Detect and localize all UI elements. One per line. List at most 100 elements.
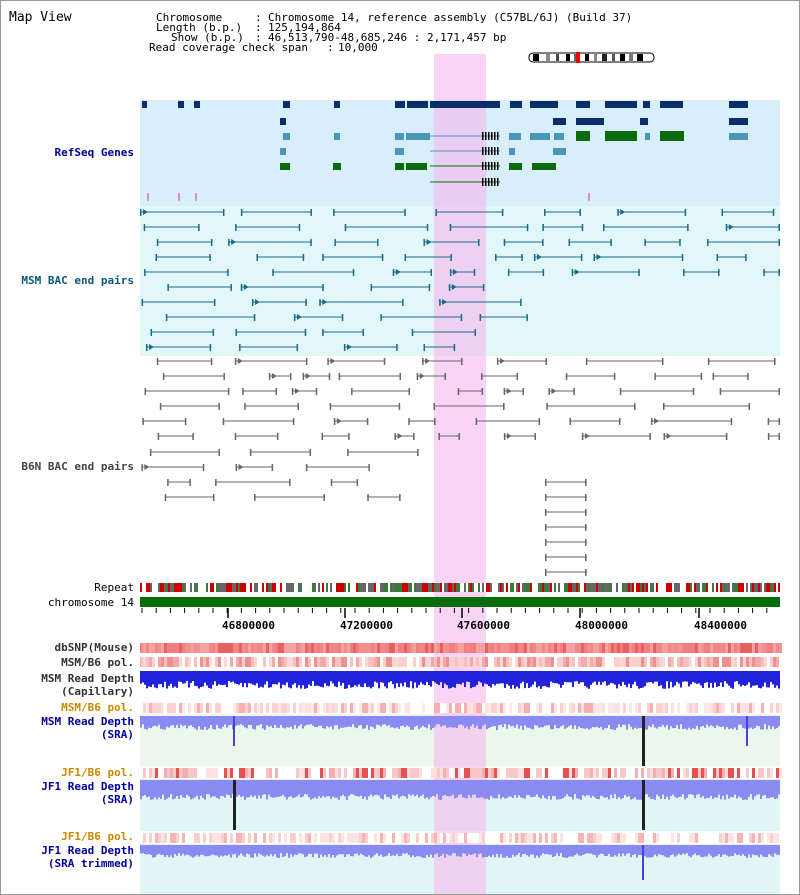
msm-b6-pol-cell: [161, 703, 164, 713]
jf1-depth-trimmed-bar: [546, 845, 548, 855]
repeat-feature: [698, 583, 700, 592]
jf1-depth-trimmed-bar: [684, 845, 686, 855]
msm-depth-sra-bar: [718, 716, 720, 727]
jf1-b6-pol-cell: [647, 768, 650, 778]
msm-b6-pol-cell: [446, 703, 449, 713]
track-label-jf1-depth-trimmed[interactable]: JF1 Read Depth: [41, 844, 134, 857]
msm-b6-pol-cell: [725, 703, 728, 713]
b6n-bac-end-pair-end: [778, 388, 780, 395]
track-label-msm-b6-pol-2[interactable]: MSM/B6 pol.: [61, 701, 134, 714]
jf1-depth-trimmed-bar: [294, 845, 296, 855]
track-label-msm-bac[interactable]: MSM BAC end pairs: [21, 274, 134, 287]
msm-b6-pol-cell: [746, 657, 749, 667]
msm-depth-capillary-bar: [382, 671, 384, 683]
jf1-depth-sra-bar: [390, 780, 392, 800]
refseq-gene-exon: [640, 118, 648, 125]
msm-depth-capillary-bar: [420, 671, 422, 683]
track-label-refseq[interactable]: RefSeq Genes: [54, 146, 134, 159]
msm-b6-pol-cell: [719, 703, 722, 713]
jf1-depth-sra-bar: [496, 780, 498, 799]
repeat-feature: [696, 583, 698, 592]
refseq-gene-exon: [482, 132, 484, 140]
jf1-depth-trimmed-bar: [464, 845, 466, 854]
msm-bac-end-pair-end: [687, 224, 689, 231]
jf1-depth-trimmed-bar: [564, 845, 566, 858]
msm-depth-capillary-bar: [690, 671, 692, 685]
jf1-b6-pol-cell: [143, 833, 146, 843]
track-label-jf1-depth-sra[interactable]: JF1 Read Depth: [41, 780, 134, 793]
jf1-depth-trimmed-bar: [620, 845, 622, 857]
track-label-dbsnp[interactable]: dbSNP(Mouse): [54, 641, 134, 654]
jf1-depth-sra-bar: [388, 780, 390, 798]
msm-depth-capillary-bar: [378, 671, 380, 689]
msm-depth-capillary-bar: [622, 671, 624, 682]
msm-depth-capillary-bar: [284, 671, 286, 686]
dbsnp-cell: [710, 643, 713, 653]
msm-depth-capillary-bar: [752, 671, 754, 686]
msm-depth-sra-bar: [218, 716, 220, 729]
dbsnp-cell: [716, 643, 719, 653]
msm-bac-end-pair-end: [296, 344, 299, 351]
jf1-b6-pol-cell: [308, 833, 311, 843]
jf1-b6-pol-cell: [308, 768, 311, 778]
jf1-depth-trimmed-bar: [562, 845, 564, 858]
track-label-b6n-bac[interactable]: B6N BAC end pairs: [21, 460, 134, 473]
track-label-repeat[interactable]: Repeat: [94, 581, 134, 594]
msm-depth-capillary-bar: [368, 671, 370, 687]
msm-b6-pol-cell: [197, 703, 200, 713]
repeat-feature: [634, 583, 636, 592]
msm-b6-pol-cell: [584, 703, 587, 713]
jf1-depth-sra-bar: [288, 780, 290, 797]
track-label-jf1-b6-pol-2[interactable]: JF1/B6 pol.: [61, 830, 134, 843]
jf1-depth-sra-bar: [518, 780, 520, 796]
selected-region-highlight[interactable]: [434, 54, 486, 894]
repeat-feature: [510, 583, 512, 592]
jf1-depth-sra-bar: [494, 780, 496, 799]
msm-b6-pol-cell: [392, 657, 395, 667]
chromosome-ideogram[interactable]: [528, 52, 655, 63]
msm-bac-end-pair-end: [430, 269, 432, 276]
msm-depth-capillary-bar: [596, 671, 598, 685]
msm-b6-pol-cell: [191, 703, 194, 713]
track-label-msm-depth-capillary[interactable]: MSM Read Depth: [41, 672, 134, 685]
jf1-depth-sra-bar: [412, 780, 414, 795]
dbsnp-cell: [371, 643, 374, 653]
repeat-feature: [536, 583, 538, 592]
jf1-depth-sra-bar: [290, 780, 292, 797]
dbsnp-cell: [182, 643, 185, 653]
jf1-depth-sra-bar: [546, 780, 548, 800]
msm-depth-sra-bar: [178, 716, 180, 729]
msm-depth-capillary-bar: [366, 671, 368, 688]
msm-b6-pol-cell: [296, 703, 299, 713]
msm-bac-end-pair-end: [718, 269, 720, 276]
msm-b6-pol-cell: [224, 657, 227, 667]
jf1-depth-sra-bar: [724, 780, 726, 800]
jf1-depth-trimmed-bar: [212, 845, 214, 855]
repeat-feature: [150, 583, 152, 592]
b6n-bac-end-pair-end: [649, 433, 651, 440]
track-label-msm-depth-sra[interactable]: MSM Read Depth: [41, 715, 134, 728]
jf1-depth-trimmed-bar: [624, 845, 626, 856]
repeat-feature: [206, 583, 208, 592]
msm-depth-sra-bar: [408, 716, 410, 727]
msm-depth-sra-bar: [244, 716, 246, 728]
msm-b6-pol-cell: [491, 703, 494, 713]
msm-depth-sra-bar: [384, 716, 386, 725]
msm-b6-pol-cell: [464, 703, 467, 713]
repeat-feature: [724, 583, 726, 592]
jf1-depth-trimmed-bar: [522, 845, 524, 855]
track-label-msm-b6-pol[interactable]: MSM/B6 pol.: [61, 656, 134, 669]
msm-depth-capillary-bar: [682, 671, 684, 682]
track-label-jf1-b6-pol[interactable]: JF1/B6 pol.: [61, 766, 134, 779]
jf1-depth-sra-bar: [220, 780, 222, 796]
msm-depth-capillary-bar: [318, 671, 320, 687]
dbsnp-cell: [158, 643, 161, 653]
msm-b6-pol-cell: [764, 703, 767, 713]
track-label-chromosome[interactable]: chromosome 14: [47, 596, 134, 609]
b6n-bac-end-pair-end: [305, 358, 308, 365]
refseq-gene-exon: [280, 148, 286, 155]
msm-b6-pol-cell: [422, 657, 425, 667]
jf1-depth-trimmed-bar: [250, 845, 252, 858]
jf1-b6-pol-cell: [752, 833, 755, 843]
